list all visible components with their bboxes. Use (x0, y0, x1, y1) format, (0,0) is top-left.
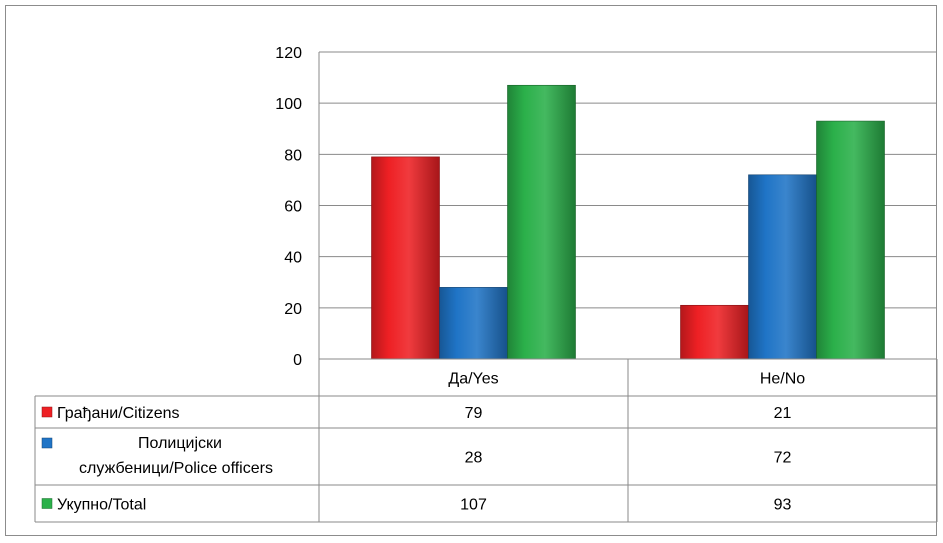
y-tick-label: 120 (275, 45, 302, 62)
y-tick-label: 100 (275, 96, 302, 113)
series-label: службеници/Police officers (79, 460, 273, 477)
bar (507, 84, 576, 360)
series-label: Полицијски (138, 435, 222, 452)
y-tick-label: 60 (284, 199, 302, 216)
x-category-label: Да/Yes (448, 371, 498, 388)
table-value: 79 (465, 405, 483, 422)
table-value: 107 (460, 497, 487, 514)
bar (371, 156, 440, 360)
y-tick-label: 40 (284, 250, 302, 267)
table-value: 28 (465, 450, 483, 467)
x-category-label: Не/No (760, 371, 805, 388)
bar (680, 304, 749, 360)
legend-key (41, 406, 53, 418)
bar (816, 120, 885, 360)
table-value: 21 (774, 405, 792, 422)
legend-key (41, 498, 53, 509)
table-value: 72 (774, 450, 792, 467)
legend-key (41, 437, 53, 449)
series-label: Укупно/Total (57, 497, 146, 514)
bar (748, 174, 817, 360)
y-tick-label: 0 (293, 352, 302, 369)
bar (439, 287, 508, 360)
table-value: 93 (774, 497, 792, 514)
y-tick-label: 80 (284, 147, 302, 164)
series-label: Грађани/Citizens (57, 405, 179, 422)
y-tick-label: 20 (284, 301, 302, 318)
